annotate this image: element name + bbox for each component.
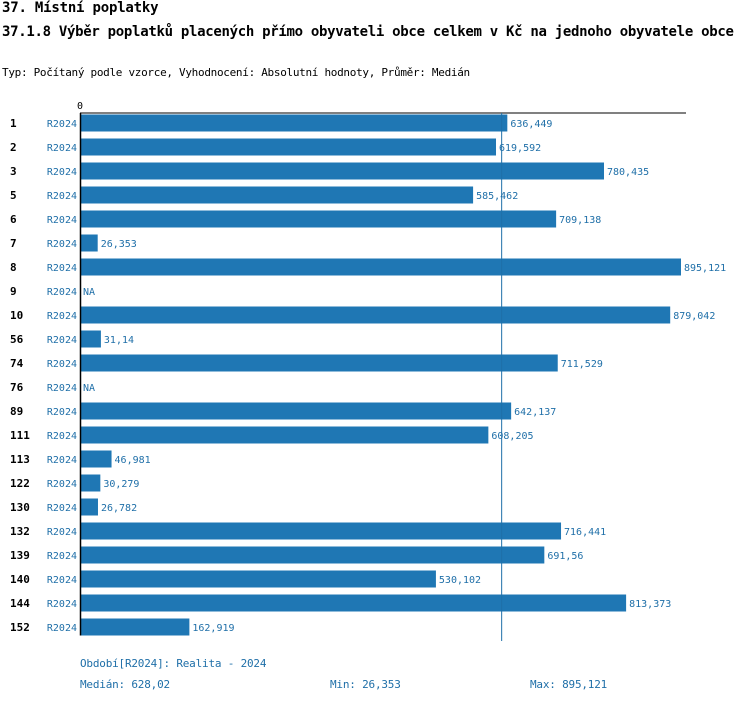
bar [80, 570, 436, 588]
value-label: 780,435 [607, 167, 649, 178]
bar [80, 330, 101, 348]
chart-type-info: Typ: Počítaný podle vzorce, Vyhodnocení:… [2, 66, 470, 79]
value-label: 691,56 [547, 551, 583, 562]
bar [80, 210, 557, 228]
period-label: R2024 [47, 503, 77, 514]
value-label: 895,121 [684, 263, 726, 274]
period-label: R2024 [47, 623, 77, 634]
period-label: R2024 [47, 119, 77, 130]
category-label: 139 [10, 549, 30, 562]
category-label: 6 [10, 213, 17, 226]
period-label: R2024 [47, 287, 77, 298]
bar [80, 114, 508, 132]
bar [80, 258, 681, 276]
bar [80, 450, 112, 468]
category-label: 7 [10, 237, 17, 250]
period-label: R2024 [47, 191, 77, 202]
value-label: 716,441 [564, 527, 606, 538]
category-label: 76 [10, 381, 24, 394]
value-label: 26,782 [101, 503, 137, 514]
bar [80, 474, 101, 492]
period-label: R2024 [47, 143, 77, 154]
category-label: 89 [10, 405, 23, 418]
category-label: 9 [10, 285, 17, 298]
period-label: R2024 [47, 359, 77, 370]
category-label: 5 [10, 189, 17, 202]
period-legend: Období[R2024]: Realita - 2024 [80, 657, 267, 670]
value-label: 31,14 [104, 335, 134, 346]
period-label: R2024 [47, 167, 77, 178]
value-label: 636,449 [510, 119, 552, 130]
bar [80, 618, 190, 636]
value-label: 585,462 [476, 191, 518, 202]
period-label: R2024 [47, 599, 77, 610]
period-label: R2024 [47, 527, 77, 538]
page-title: 37. Místní poplatky [2, 0, 159, 16]
bar [80, 426, 489, 444]
median-summary: Medián: 628,02 [80, 678, 170, 691]
bar [80, 162, 604, 180]
period-label: R2024 [47, 551, 77, 562]
value-label: NA [83, 287, 95, 298]
category-label: 152 [10, 621, 30, 634]
period-label: R2024 [47, 335, 77, 346]
category-label: 10 [10, 309, 23, 322]
period-label: R2024 [47, 239, 77, 250]
period-label: R2024 [47, 431, 77, 442]
x-axis-zero-label: 0 [77, 101, 83, 112]
category-label: 1 [10, 117, 17, 130]
value-label: 813,373 [629, 599, 671, 610]
category-label: 132 [10, 525, 30, 538]
value-label: 46,981 [115, 455, 151, 466]
value-label: 530,102 [439, 575, 481, 586]
period-label: R2024 [47, 263, 77, 274]
bar [80, 354, 558, 372]
period-label: R2024 [47, 311, 77, 322]
category-label: 144 [10, 597, 30, 610]
category-label: 130 [10, 501, 30, 514]
bar [80, 498, 98, 516]
min-summary: Min: 26,353 [330, 678, 401, 691]
bar [80, 138, 497, 156]
value-label: 711,529 [561, 359, 603, 370]
bar [80, 306, 671, 324]
period-label: R2024 [47, 455, 77, 466]
category-label: 8 [10, 261, 17, 274]
value-label: 30,279 [103, 479, 139, 490]
category-label: 140 [10, 573, 30, 586]
value-label: NA [83, 383, 95, 394]
category-label: 113 [10, 453, 30, 466]
max-summary: Max: 895,121 [530, 678, 608, 691]
category-label: 2 [10, 141, 17, 154]
bar [80, 594, 627, 612]
period-label: R2024 [47, 215, 77, 226]
value-label: 162,919 [192, 623, 234, 634]
category-label: 111 [10, 429, 30, 442]
category-label: 74 [10, 357, 24, 370]
chart-title: 37.1.8 Výběr poplatků placených přímo ob… [2, 24, 734, 40]
value-label: 642,137 [514, 407, 556, 418]
category-label: 3 [10, 165, 17, 178]
bar [80, 186, 474, 204]
period-label: R2024 [47, 575, 77, 586]
value-label: 709,138 [559, 215, 601, 226]
category-label: 122 [10, 477, 30, 490]
value-label: 608,205 [491, 431, 533, 442]
bar [80, 546, 545, 564]
category-label: 56 [10, 333, 24, 346]
bar [80, 234, 98, 252]
period-label: R2024 [47, 407, 77, 418]
bar [80, 522, 562, 540]
period-label: R2024 [47, 383, 77, 394]
period-label: R2024 [47, 479, 77, 490]
bar [80, 402, 512, 420]
value-label: 879,042 [673, 311, 715, 322]
value-label: 26,353 [101, 239, 137, 250]
value-label: 619,592 [499, 143, 541, 154]
